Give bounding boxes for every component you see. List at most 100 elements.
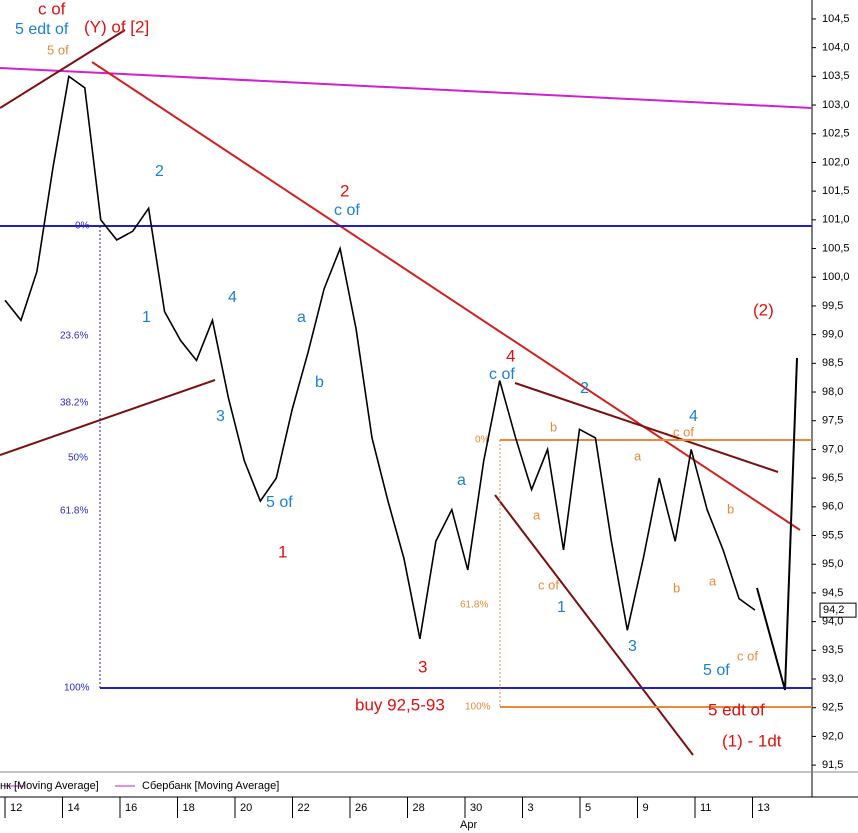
trendline — [91, 61, 801, 531]
y-tick-label: 101,0 — [822, 214, 850, 226]
trendlines — [0, 29, 813, 756]
wave-label: 2 — [580, 380, 589, 397]
y-tick-label: 102,0 — [822, 156, 850, 168]
fib-label: 100% — [465, 702, 491, 713]
wave-label: b — [727, 501, 734, 516]
x-tick-label: 3 — [528, 802, 534, 814]
y-tick-label: 100,5 — [822, 242, 850, 254]
wave-label: a — [709, 573, 717, 588]
y-tick-label: 103,0 — [822, 99, 850, 111]
price-line — [4, 74, 756, 639]
y-tick-label: 104,5 — [822, 13, 850, 25]
y-tick-label: 104,0 — [822, 42, 850, 54]
x-tick-label: 28 — [413, 802, 425, 814]
wave-label: 4 — [689, 408, 698, 425]
trendline — [514, 382, 779, 473]
y-tick-label: 98,5 — [822, 357, 843, 369]
note: buy 92,5-93 — [355, 695, 445, 714]
legend-entry: Сбербанк [Moving Average] — [142, 780, 279, 792]
y-tick-label: 103,5 — [822, 70, 850, 82]
y-tick-label: 96,5 — [822, 472, 843, 484]
wave-label: c of — [737, 648, 758, 663]
wave-label: c of — [489, 366, 515, 383]
fib-label: 0% — [475, 435, 490, 446]
wave-label: 3 — [628, 638, 637, 655]
fib-label: 38.2% — [60, 398, 88, 409]
wave-label: 1 — [557, 599, 566, 616]
wave-label: 1 — [278, 542, 287, 561]
wave-label: 4 — [228, 289, 237, 306]
y-tick-label: 98,0 — [822, 386, 843, 398]
y-tick-label: 102,5 — [822, 128, 850, 140]
wave-label: 5 edt of — [15, 21, 69, 38]
y-tick-label: 95,0 — [822, 558, 843, 570]
wave-label: (1) - 1dt — [722, 731, 782, 750]
y-tick-label: 99,5 — [822, 300, 843, 312]
wave-label: 5 of — [703, 662, 730, 679]
y-tick-label: 93,5 — [822, 644, 843, 656]
y-tick-label: 93,0 — [822, 673, 843, 685]
x-tick-label: 9 — [643, 802, 649, 814]
x-tick-label: 11 — [700, 802, 711, 814]
wave-label: b — [315, 374, 324, 391]
y-tick-label: 96,0 — [822, 501, 843, 513]
trendline — [494, 494, 694, 756]
wave-label: b — [550, 419, 557, 434]
wave-label: (2) — [753, 300, 774, 319]
wave-label: a — [533, 507, 541, 522]
x-tick-label: 12 — [10, 802, 22, 814]
wave-label: 5 of — [47, 42, 69, 57]
x-tick-label: 22 — [298, 802, 310, 814]
wave-label: a — [634, 448, 642, 463]
month-label: Apr — [460, 819, 477, 831]
last-price-label: 94,2 — [823, 604, 844, 616]
wave-label: a — [297, 309, 306, 326]
wave-label: c of — [673, 424, 694, 439]
trendline — [0, 29, 126, 109]
fib-label: 50% — [68, 453, 88, 464]
wave-label: 2 — [155, 163, 164, 180]
fib-label: 0% — [75, 221, 90, 232]
trendline — [0, 379, 216, 456]
wave-label: c of — [334, 202, 360, 219]
y-tick-label: 94,0 — [822, 616, 843, 628]
fib-label: 61.8% — [460, 600, 488, 611]
wave-label: c of — [538, 577, 559, 592]
wave-label: a — [457, 472, 466, 489]
y-tick-label: 91,5 — [822, 759, 843, 771]
y-tick-label: 99,0 — [822, 329, 843, 341]
annotations: c of 5 edt of (Y) of [2] 5 of 2 1 4 3 2 … — [15, 0, 782, 750]
wave-label: 2 — [340, 181, 349, 200]
y-tick-label: 97,5 — [822, 415, 843, 427]
x-tick-label: 26 — [355, 802, 367, 814]
x-tick-label: 20 — [240, 802, 252, 814]
legend-entry: нк [Moving Average] — [0, 780, 99, 792]
y-tick-label: 94,5 — [822, 587, 843, 599]
y-tick-label: 95,5 — [822, 529, 843, 541]
fib-label: 61.8% — [60, 506, 88, 517]
y-tick-label: 101,5 — [822, 185, 850, 197]
y-tick-label: 97,0 — [822, 443, 843, 455]
x-tick-label: 13 — [758, 802, 770, 814]
y-tick-label: 100,0 — [822, 271, 850, 283]
x-tick-label: 14 — [68, 802, 80, 814]
wave-label: 3 — [216, 408, 225, 425]
x-tick-label: 5 — [585, 802, 591, 814]
last-price-box — [819, 602, 857, 618]
x-tick-label: 18 — [183, 802, 195, 814]
projection — [756, 357, 798, 691]
y-tick-label: 92,5 — [822, 702, 843, 714]
wave-label: 5 of — [266, 494, 293, 511]
wave-label: b — [673, 580, 680, 595]
wave-label: 5 edt of — [708, 700, 765, 719]
wave-label: 3 — [418, 657, 427, 676]
wave-label: 4 — [506, 346, 515, 365]
wave-label: (Y) of [2] — [84, 17, 149, 36]
x-tick-label: 30 — [470, 802, 482, 814]
y-tick-label: 92,0 — [822, 730, 843, 742]
x-tick-label: 16 — [125, 802, 137, 814]
fib-label: 23.6% — [60, 331, 88, 342]
fib-label: 100% — [64, 683, 90, 694]
